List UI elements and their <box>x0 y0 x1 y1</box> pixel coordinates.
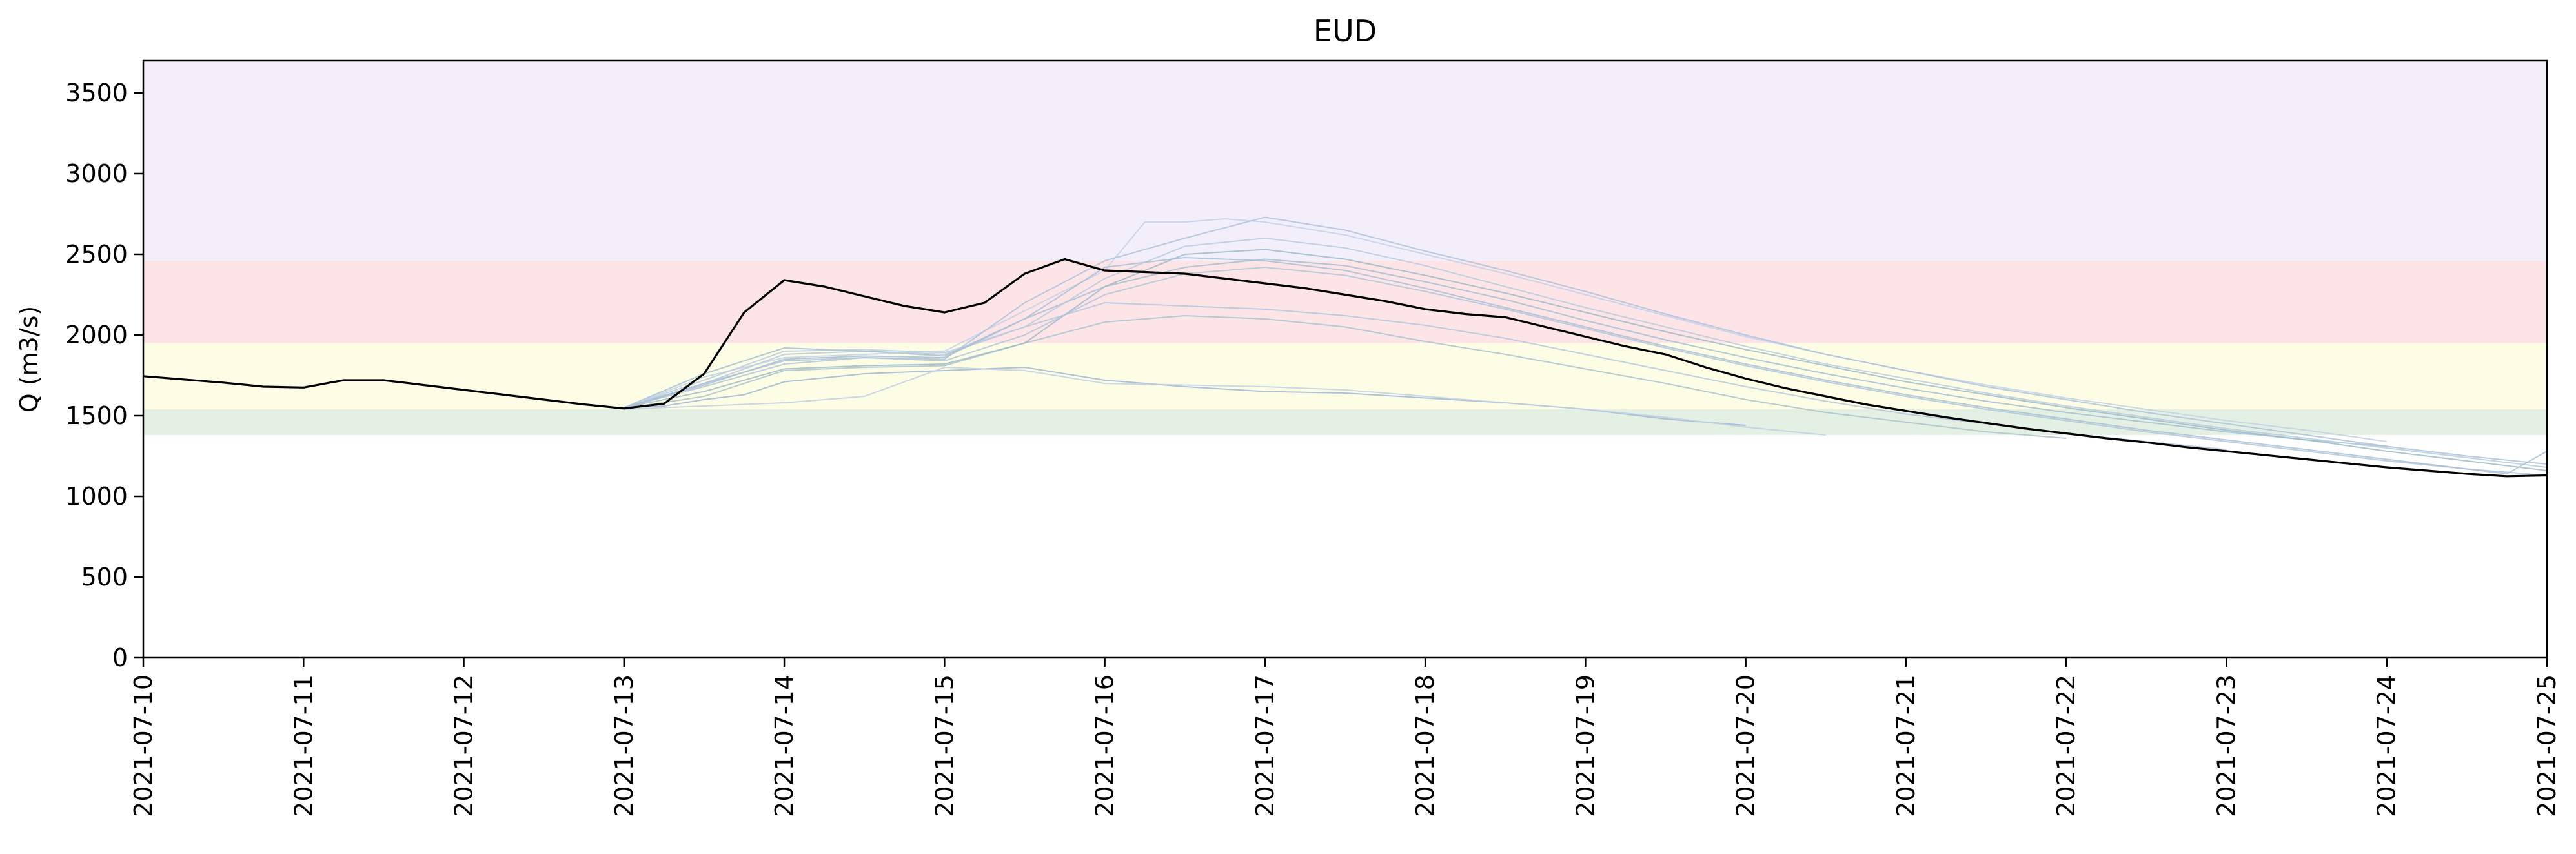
forecast-line-6 <box>624 216 2548 465</box>
x-tick-label: 2021-07-20 <box>1732 675 1760 817</box>
forecast-line-1 <box>624 366 1826 436</box>
threshold-band-2 <box>143 261 2547 343</box>
forecast-line-10 <box>624 256 2548 475</box>
x-tick-label: 2021-07-16 <box>1091 675 1119 817</box>
y-axis-label: Q (m3/s) <box>15 306 43 412</box>
x-tick-label: 2021-07-19 <box>1571 675 1599 817</box>
forecast-line-8 <box>624 266 2548 476</box>
y-tick-label: 1000 <box>65 482 128 511</box>
chart-title: EUD <box>1313 14 1377 48</box>
x-tick-label: 2021-07-18 <box>1411 675 1439 817</box>
y-tick-label: 1500 <box>65 402 128 430</box>
x-tick-label: 2021-07-11 <box>289 675 318 817</box>
plot-frame <box>142 59 2548 659</box>
threshold-bands <box>143 61 2547 435</box>
y-tick-label: 500 <box>81 563 128 591</box>
observed-line <box>143 258 2548 478</box>
y-tick-label: 0 <box>112 644 128 672</box>
forecast-line-7 <box>624 249 2548 471</box>
forecast-lines <box>624 216 2548 476</box>
y-tick-label: 3000 <box>65 159 128 188</box>
forecast-line-5 <box>624 218 2387 442</box>
y-tick-label: 3500 <box>65 79 128 107</box>
threshold-band-1 <box>143 343 2547 409</box>
threshold-band-3 <box>143 61 2547 261</box>
forecast-line-4 <box>624 258 2387 447</box>
x-tick-label: 2021-07-14 <box>770 675 798 817</box>
x-tick-label: 2021-07-21 <box>1892 675 1920 817</box>
forecast-line-2 <box>624 314 2067 439</box>
y-axis: 0 500 1000 1500 2000 2500 3000 3500 <box>65 79 143 672</box>
threshold-band-0 <box>143 409 2547 435</box>
x-tick-label: 2021-07-22 <box>2052 675 2080 817</box>
x-tick-label: 2021-07-17 <box>1251 675 1279 817</box>
x-tick-label: 2021-07-24 <box>2373 675 2401 817</box>
observed-line-group <box>143 258 2548 478</box>
x-tick-label: 2021-07-25 <box>2533 675 2561 817</box>
x-axis: 2021-07-10 2021-07-11 2021-07-12 2021-07-13… <box>129 658 2561 817</box>
y-tick-label: 2500 <box>65 240 128 269</box>
x-tick-label: 2021-07-15 <box>930 675 958 817</box>
y-tick-label: 2000 <box>65 321 128 349</box>
forecast-line-9 <box>624 237 2548 468</box>
x-tick-label: 2021-07-10 <box>129 675 157 817</box>
x-tick-label: 2021-07-23 <box>2212 675 2240 817</box>
x-tick-label: 2021-07-12 <box>450 675 478 817</box>
x-tick-label: 2021-07-13 <box>610 675 638 817</box>
